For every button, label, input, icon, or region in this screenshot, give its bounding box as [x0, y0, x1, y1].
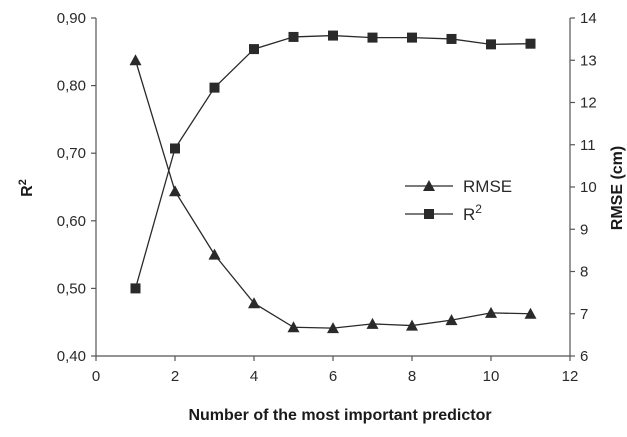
data-point-r: [209, 82, 220, 93]
x-tick-label: 6: [329, 368, 337, 385]
legend-label-main: R: [463, 205, 475, 224]
x-tick-label: 4: [250, 368, 258, 385]
data-point-rmse: [406, 319, 418, 331]
data-point-r: [288, 31, 299, 42]
left-y-tick-label: 0,90: [57, 10, 86, 27]
data-point-rmse: [524, 307, 537, 319]
axes: 0 2 4 6 8 10 12 0,40 0,50 0,60 0,70 0,80 0,90 6 7 8 9 10 1…: [57, 10, 597, 385]
data-point-rmse: [169, 185, 181, 197]
left-y-tick-label: 0,80: [57, 78, 86, 95]
x-axis-title: Number of the most important predictor: [188, 407, 491, 424]
right-y-tick-label: 14: [580, 10, 597, 27]
data-point-rmse: [327, 322, 339, 334]
legend-label-superscript: 2: [475, 202, 482, 216]
data-point-r: [170, 143, 180, 154]
data-point-r: [446, 33, 457, 44]
legend-marker: [423, 180, 435, 191]
data-point-rmse: [366, 317, 379, 329]
x-tick-label: 12: [562, 368, 579, 385]
data-point-rmse: [129, 54, 142, 66]
right-y-tick-label: 10: [580, 179, 597, 196]
data-point-r: [130, 283, 141, 294]
data-point-r: [249, 44, 259, 55]
legend-label: RMSE: [463, 177, 512, 196]
x-tick-label: 8: [408, 368, 416, 385]
data-point-rmse: [208, 248, 221, 260]
legend-item-rmse: RMSE: [405, 177, 512, 196]
data-point-r: [328, 30, 338, 41]
series-rmse: [129, 54, 537, 334]
right-y-tick-label: 8: [580, 264, 588, 281]
left-y-tick-label: 0,40: [57, 348, 86, 365]
right-y-tick-label: 7: [580, 306, 588, 323]
legend-item-r: R2: [405, 202, 482, 224]
series-line-r: [134, 34, 531, 289]
data-point-r: [407, 32, 417, 43]
legend-label-main: RMSE: [463, 177, 512, 196]
data-point-r: [486, 39, 496, 50]
right-y-tick-label: 13: [580, 52, 597, 69]
data-point-r: [367, 32, 378, 43]
data-point-r: [525, 38, 536, 49]
right-y-tick-label: 6: [580, 348, 588, 365]
left-y-tick-label: 0,70: [57, 145, 86, 162]
x-tick-label: 0: [92, 368, 100, 385]
legend-marker: [424, 209, 434, 219]
left-y-tick-label: 0,60: [57, 213, 86, 230]
data-point-rmse: [287, 321, 300, 333]
right-y-tick-label: 12: [580, 95, 597, 112]
left-axis-title-main: R: [19, 185, 36, 197]
right-axis-title: RMSE (cm): [609, 146, 626, 230]
x-tick-label: 2: [171, 368, 179, 385]
right-y-tick-label: 11: [580, 137, 596, 154]
series-layer: [129, 30, 537, 334]
legend: RMSE R2: [405, 177, 512, 224]
legend-label: R2: [463, 202, 482, 224]
data-point-rmse: [445, 314, 458, 326]
left-y-tick-label: 0,50: [57, 280, 86, 297]
data-point-rmse: [485, 306, 497, 318]
left-axis-title: R2: [17, 179, 36, 197]
left-axis-title-superscript: 2: [17, 179, 29, 185]
x-tick-label: 10: [483, 368, 500, 385]
series-r: [130, 30, 536, 294]
data-point-rmse: [248, 297, 260, 309]
right-y-tick-label: 9: [580, 221, 588, 238]
